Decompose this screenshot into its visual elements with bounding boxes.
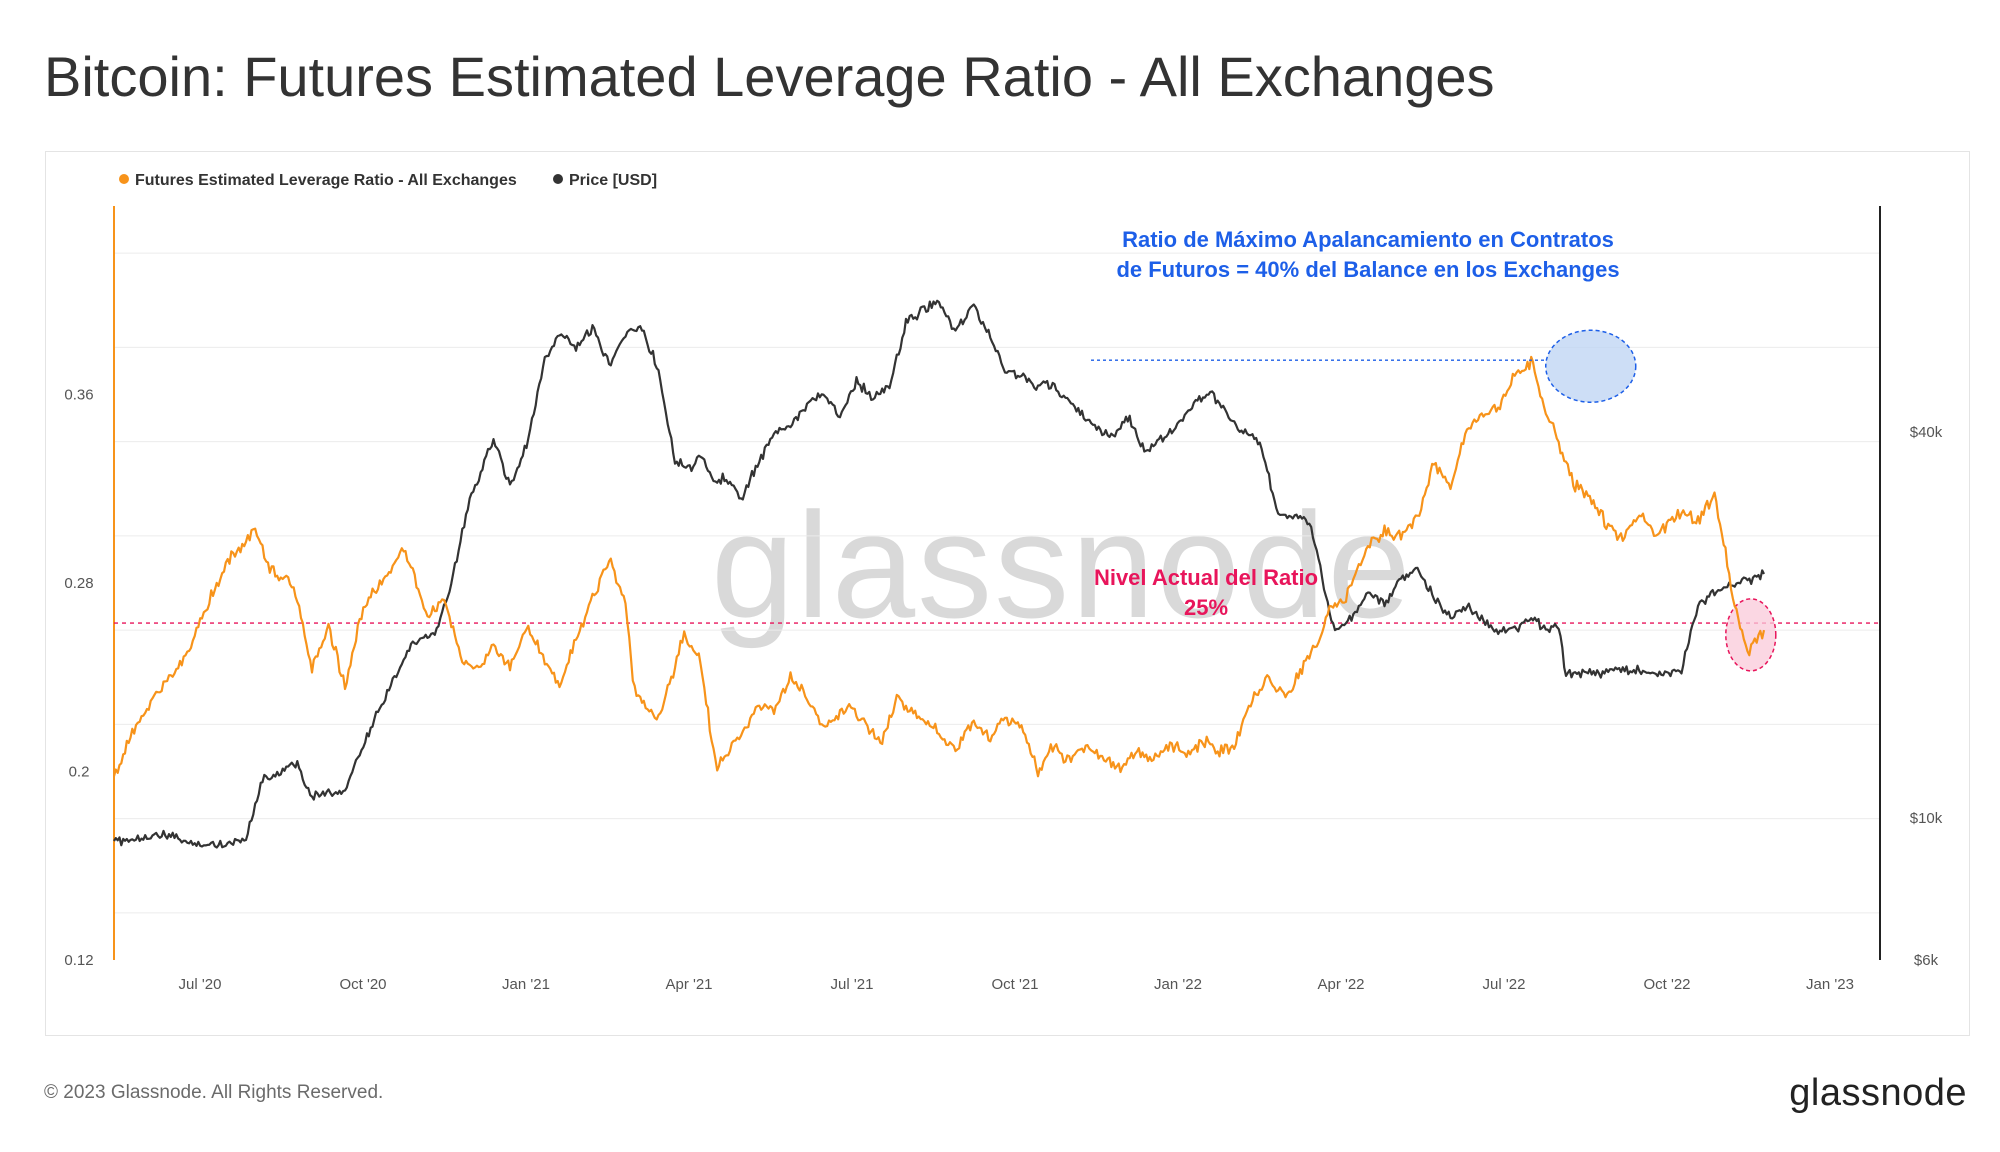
x-axis-tick-label: Oct '22 [1643, 976, 1690, 993]
x-axis-tick-label: Jan '22 [1154, 976, 1202, 993]
peak-annotation-text: de Futuros = 40% del Balance en los Exch… [1116, 257, 1619, 282]
x-axis-tick-label: Jan '21 [502, 976, 550, 993]
watermark: glassnode [711, 481, 1413, 649]
current-level-annotation-text: Nivel Actual del Ratio [1094, 565, 1318, 590]
price-series-line [113, 299, 1765, 849]
x-axis-tick-label: Oct '21 [991, 976, 1038, 993]
glassnode-logo: glassnode [1789, 1072, 1967, 1114]
legend-swatch-price [553, 174, 563, 184]
x-axis-tick-label: Apr '21 [665, 976, 712, 993]
page-title: Bitcoin: Futures Estimated Leverage Rati… [44, 45, 1495, 108]
x-axis-tick-label: Jul '21 [831, 976, 874, 993]
right-axis-tick-label: $10k [1910, 810, 1943, 827]
legend-label-leverage: Futures Estimated Leverage Ratio - All E… [135, 172, 517, 189]
x-axis-tick-label: Jul '20 [179, 976, 222, 993]
left-axis-tick-label: 0.28 [64, 575, 93, 592]
x-axis-tick-label: Jul '22 [1483, 976, 1526, 993]
left-axis-tick-label: 0.12 [64, 952, 93, 969]
legend-swatch-leverage [119, 174, 129, 184]
left-axis-tick-label: 0.36 [64, 387, 93, 404]
peak-highlight-circle [1545, 329, 1637, 403]
x-axis-tick-label: Apr '22 [1317, 976, 1364, 993]
right-axis-tick-label: $40k [1910, 424, 1943, 441]
right-axis-tick-label: $6k [1914, 952, 1939, 969]
peak-annotation-text: Ratio de Máximo Apalancamiento en Contra… [1122, 227, 1614, 252]
x-axis-tick-label: Oct '20 [339, 976, 386, 993]
legend[interactable]: Futures Estimated Leverage Ratio - All E… [119, 172, 657, 189]
left-axis-tick-label: 0.2 [69, 764, 90, 781]
chart-panel: Futures Estimated Leverage Ratio - All E… [45, 151, 1970, 1036]
legend-label-price: Price [USD] [569, 172, 657, 189]
leverage-chart: Futures Estimated Leverage Ratio - All E… [64, 172, 1943, 993]
current-level-highlight-circle [1725, 598, 1777, 672]
leverage-series-line [112, 355, 1766, 778]
copyright-footer: © 2023 Glassnode. All Rights Reserved. [44, 1082, 384, 1103]
current-level-annotation-text: 25% [1184, 595, 1228, 620]
x-axis-tick-label: Jan '23 [1806, 976, 1854, 993]
